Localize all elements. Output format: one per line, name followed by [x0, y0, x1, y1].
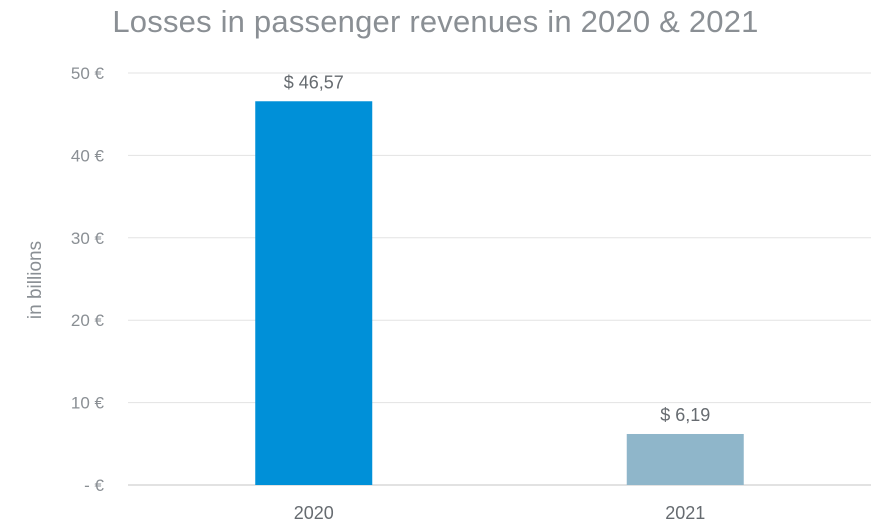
y-tick-label: 10 € — [71, 394, 105, 413]
y-tick-label: 30 € — [71, 229, 105, 248]
y-tick-label: - € — [84, 476, 104, 495]
y-tick-label: 20 € — [71, 311, 105, 330]
y-tick-label: 40 € — [71, 146, 105, 165]
x-tick-label: 2021 — [665, 503, 705, 523]
bar — [255, 101, 373, 486]
data-label: $ 6,19 — [660, 405, 710, 425]
chart-title: Losses in passenger revenues in 2020 & 2… — [112, 4, 759, 39]
bar — [626, 433, 744, 485]
y-tick-label: 50 € — [71, 64, 105, 83]
data-label: $ 46,57 — [284, 72, 344, 92]
x-tick-label: 2020 — [294, 503, 334, 523]
